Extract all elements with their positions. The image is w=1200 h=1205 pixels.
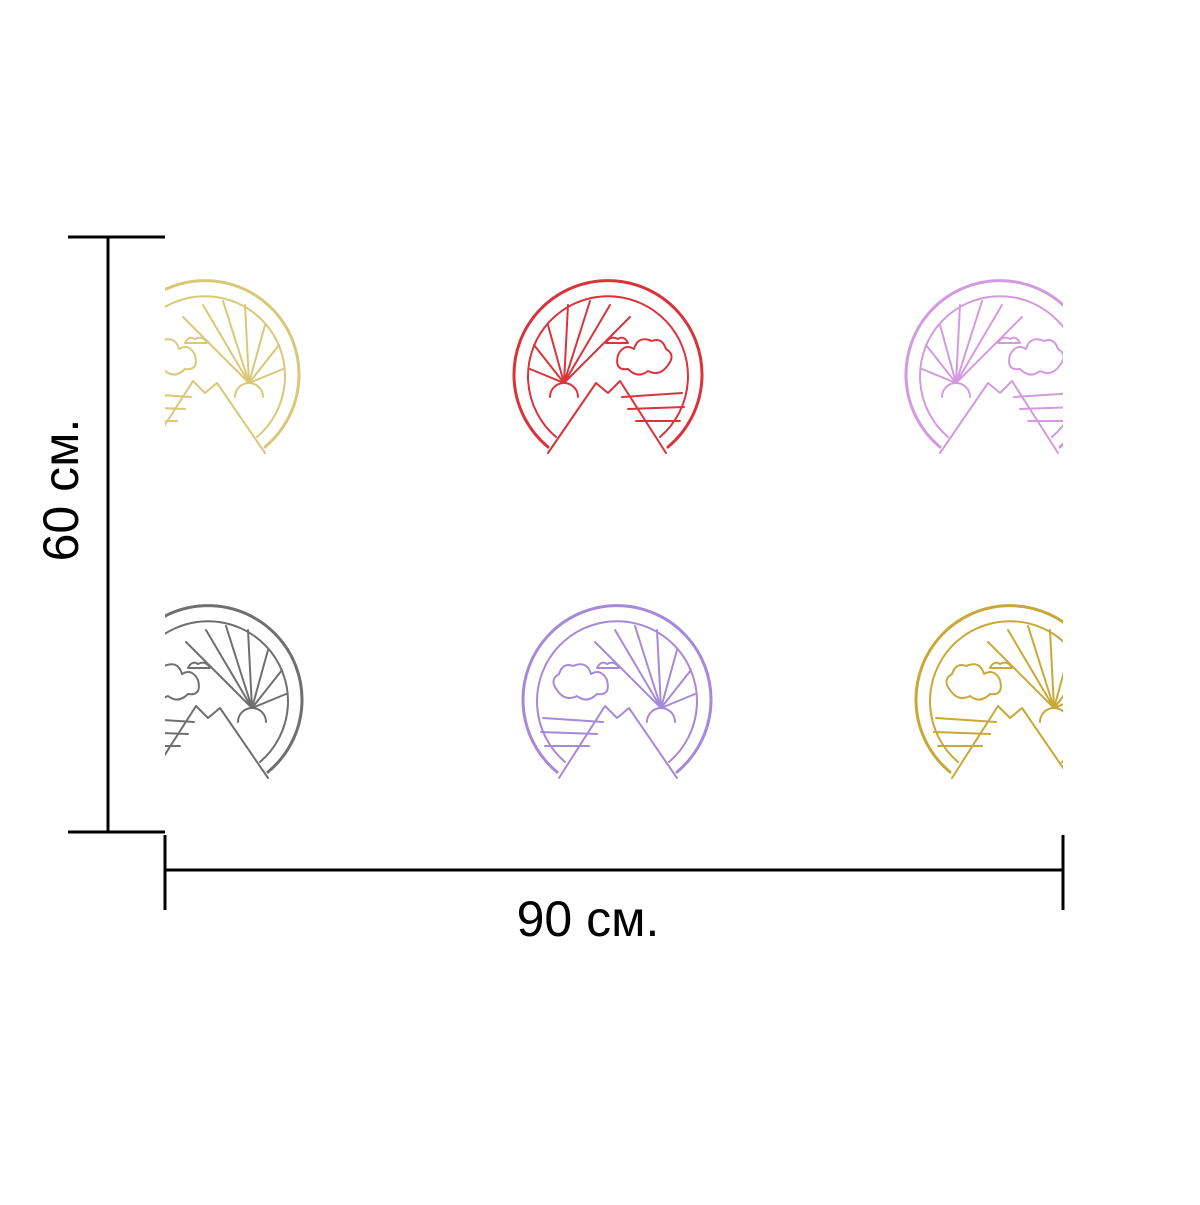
height-label: 60 см. bbox=[33, 419, 89, 562]
icon-gold-pale bbox=[165, 279, 301, 455]
icon-gray bbox=[165, 604, 304, 780]
icon-red bbox=[512, 279, 704, 455]
height-dimension: 60 см. bbox=[33, 235, 165, 834]
icon-lavender bbox=[521, 604, 713, 780]
width-label: 90 см. bbox=[517, 891, 660, 947]
icon-gold bbox=[914, 604, 1063, 780]
icon-pink bbox=[904, 279, 1063, 455]
icon-grid bbox=[165, 279, 1063, 780]
width-dimension: 90 см. bbox=[163, 835, 1065, 947]
